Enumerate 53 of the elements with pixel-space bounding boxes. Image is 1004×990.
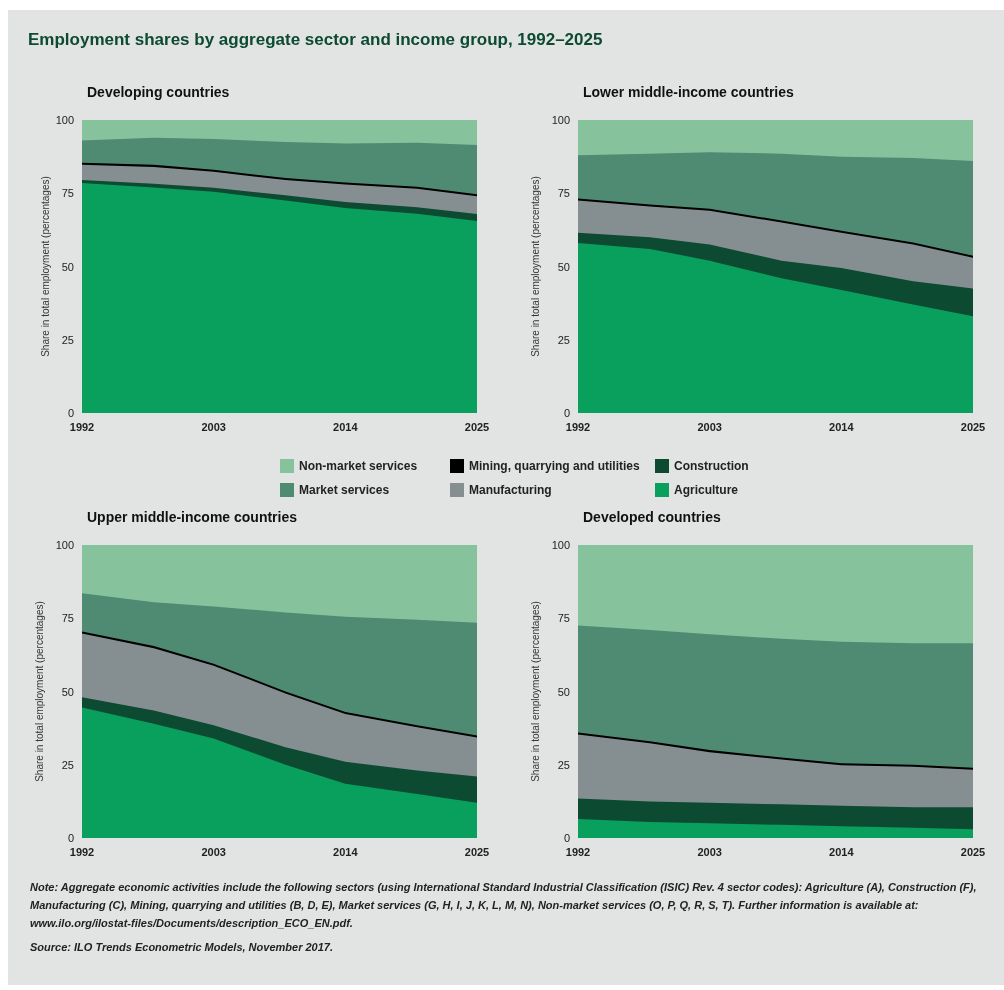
- x-tick-label: 1992: [565, 845, 591, 858]
- x-tick-label: 2014: [829, 420, 855, 433]
- legend-label: Construction: [674, 459, 749, 473]
- x-tick-label: 2014: [829, 845, 855, 858]
- y-axis-title: Share in total employment (percentages): [530, 601, 542, 782]
- y-tick-label: 50: [61, 685, 74, 698]
- y-axis-title: Share in total employment (percentages): [530, 176, 542, 357]
- x-tick-label: 2025: [960, 420, 986, 433]
- legend-label: Non-market services: [299, 459, 418, 473]
- y-tick-label: 50: [61, 260, 74, 273]
- chart-title: Developed countries: [583, 509, 721, 525]
- x-tick-label: 1992: [69, 420, 95, 433]
- y-axis-title: Share in total employment (percentages): [39, 176, 51, 357]
- y-tick-label: 25: [557, 758, 570, 771]
- x-tick-label: 2014: [333, 845, 359, 858]
- y-tick-label: 100: [551, 114, 570, 126]
- legend-label: Manufacturing: [469, 483, 552, 497]
- y-tick-label: 75: [557, 612, 570, 625]
- text: Note: Aggregate economic activities include the following sectors (using International Standard Industrial Classification (ISIC) Rev. 4 sector codes): Agriculture (A), Construction (F), Manufacturing (C), Mining, quarrying and utilities (B, D, E), Market services (G, H, I, J, K, L, M, N), Non-market services (O, P, Q, R, S, T). Further information is available at: www.ilo.org/ilostat-files/Documents/description_ECO_EN.pdf.: [30, 880, 978, 931]
- x-tick-label: 2003: [201, 845, 226, 858]
- source-note: Source: ILO Trends Econometric Models, November 2017.: [30, 940, 334, 955]
- x-tick-label: 2025: [464, 845, 490, 858]
- x-tick-label: 2003: [697, 845, 722, 858]
- y-axis-title: Share in total employment (percentages): [34, 601, 46, 782]
- x-tick-label: 2025: [960, 845, 986, 858]
- legend-label: Market services: [299, 483, 390, 497]
- x-tick-label: 2003: [697, 420, 722, 433]
- y-tick-label: 75: [61, 187, 74, 200]
- x-tick-label: 1992: [69, 845, 95, 858]
- x-tick-label: 1992: [565, 420, 591, 433]
- x-tick-label: 2014: [333, 420, 359, 433]
- y-tick-label: 100: [55, 114, 74, 126]
- text: Employment shares by aggregate sector and income group, 1992–2025: [28, 30, 603, 50]
- y-tick-label: 50: [557, 685, 570, 698]
- y-tick-label: 25: [61, 333, 74, 346]
- y-tick-label: 0: [563, 832, 570, 844]
- legend-label: Mining, quarrying and utilities: [469, 459, 640, 473]
- x-tick-label: 2003: [201, 420, 226, 433]
- chart-title: Upper middle-income countries: [87, 509, 298, 525]
- y-tick-label: 100: [55, 539, 74, 551]
- y-tick-label: 50: [557, 260, 570, 273]
- x-tick-label: 2025: [464, 420, 490, 433]
- y-tick-label: 100: [551, 539, 570, 551]
- chart-title: Lower middle-income countries: [583, 84, 795, 100]
- y-tick-label: 0: [67, 407, 74, 419]
- y-tick-label: 75: [557, 187, 570, 200]
- y-tick-label: 25: [61, 758, 74, 771]
- chart-title: Developing countries: [87, 84, 230, 100]
- y-tick-label: 75: [61, 612, 74, 625]
- y-tick-label: 0: [67, 832, 74, 844]
- y-tick-label: 0: [563, 407, 570, 419]
- y-tick-label: 25: [557, 333, 570, 346]
- legend-label: Agriculture: [674, 483, 739, 497]
